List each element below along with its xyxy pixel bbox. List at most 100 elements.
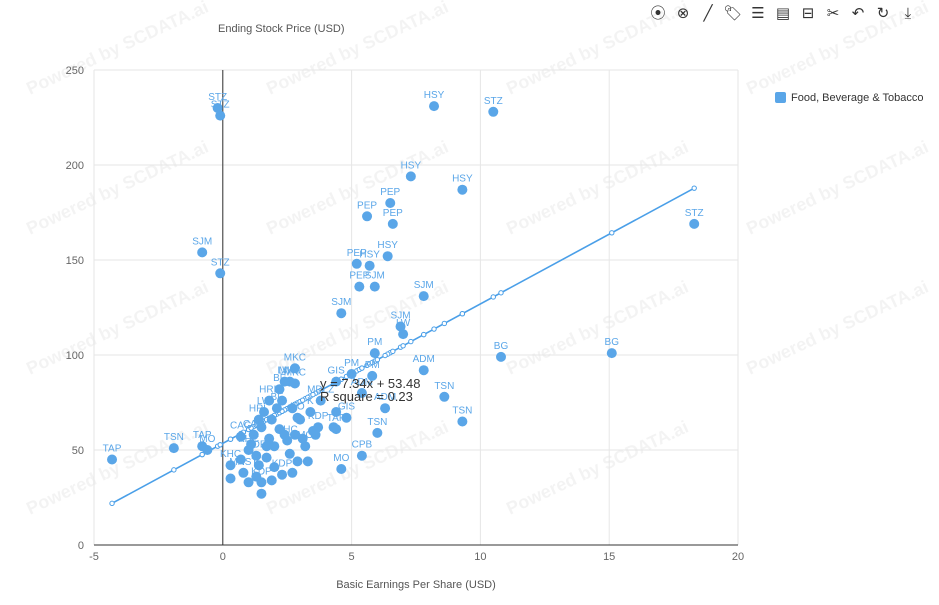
data-point[interactable]	[356, 450, 367, 461]
trend-marker	[441, 320, 448, 327]
data-point[interactable]	[429, 101, 440, 112]
data-point[interactable]	[264, 395, 275, 406]
data-point[interactable]	[248, 429, 259, 440]
data-point[interactable]	[251, 450, 262, 461]
watermark-text: Powered by SCDATA.ai	[503, 0, 691, 99]
data-point[interactable]	[277, 469, 288, 480]
data-point[interactable]	[369, 281, 380, 292]
data-point[interactable]	[418, 365, 429, 376]
cut-icon[interactable]: ✂	[826, 5, 840, 22]
data-point[interactable]	[287, 467, 298, 478]
data-point[interactable]	[256, 422, 267, 433]
data-point[interactable]	[253, 460, 264, 471]
legend[interactable]: Food, Beverage & Tobacco	[775, 92, 924, 104]
data-point[interactable]	[496, 351, 507, 362]
data-point[interactable]	[341, 412, 352, 423]
data-point[interactable]	[302, 456, 313, 467]
data-point[interactable]	[315, 395, 326, 406]
data-point[interactable]	[259, 407, 270, 417]
data-point[interactable]	[284, 448, 295, 459]
data-point[interactable]	[395, 321, 406, 332]
bookmark-icon[interactable]: ⊟	[801, 5, 815, 22]
data-point[interactable]	[380, 403, 391, 414]
data-point[interactable]	[439, 391, 450, 402]
data-point[interactable]	[336, 464, 347, 474]
data-point[interactable]	[387, 218, 398, 229]
data-point[interactable]	[253, 414, 264, 425]
data-point[interactable]	[215, 268, 226, 279]
data-point[interactable]	[305, 407, 316, 417]
data-point[interactable]	[274, 384, 285, 395]
data-point[interactable]	[264, 433, 275, 444]
data-point[interactable]	[297, 433, 308, 444]
data-point[interactable]	[367, 370, 378, 381]
data-point[interactable]	[277, 395, 288, 406]
data-point[interactable]	[261, 452, 272, 463]
data-point[interactable]	[346, 369, 357, 379]
data-point[interactable]	[168, 443, 179, 454]
data-point[interactable]	[235, 431, 246, 442]
data-point[interactable]	[289, 429, 300, 440]
data-point[interactable]	[287, 403, 298, 414]
data-point[interactable]	[279, 376, 290, 387]
draw-line-icon[interactable]: ╱	[703, 5, 713, 22]
data-point[interactable]	[256, 488, 267, 499]
restore-icon[interactable]: ⦿	[650, 5, 666, 22]
data-point[interactable]	[225, 473, 236, 484]
data-point[interactable]	[246, 439, 257, 450]
data-point[interactable]	[269, 441, 280, 452]
data-point[interactable]	[382, 251, 393, 262]
data-point[interactable]	[362, 211, 373, 222]
data-point[interactable]	[212, 103, 223, 113]
data-point[interactable]	[372, 427, 383, 438]
comment-icon[interactable]: ▤	[775, 5, 791, 22]
trend-marker	[431, 326, 437, 332]
data-point[interactable]	[243, 477, 254, 488]
data-point[interactable]	[457, 416, 468, 427]
data-point[interactable]	[356, 388, 367, 398]
data-point[interactable]	[369, 348, 380, 359]
data-point[interactable]	[289, 363, 300, 374]
data-point[interactable]	[225, 460, 236, 471]
data-point[interactable]	[331, 376, 342, 387]
data-point[interactable]	[202, 445, 213, 455]
data-point[interactable]	[215, 110, 226, 121]
clear-icon[interactable]: ⊗	[676, 5, 690, 22]
data-point[interactable]	[269, 462, 280, 473]
undo-icon[interactable]: ↶	[851, 5, 865, 22]
data-point[interactable]	[266, 475, 277, 486]
download-icon[interactable]: ⤓	[904, 5, 912, 22]
data-point[interactable]	[238, 467, 249, 478]
data-point[interactable]	[266, 414, 277, 425]
data-point[interactable]	[251, 471, 262, 482]
watermark-text: Powered by SCDATA.ai	[503, 417, 691, 519]
data-point[interactable]	[107, 454, 118, 465]
data-point[interactable]	[398, 329, 409, 340]
data-point[interactable]	[364, 260, 375, 271]
data-point[interactable]	[295, 414, 306, 425]
data-point[interactable]	[261, 441, 272, 452]
data-point[interactable]	[197, 247, 208, 258]
data-view-icon[interactable]: ☰	[751, 5, 765, 22]
data-point[interactable]	[351, 258, 362, 269]
data-point[interactable]	[300, 441, 311, 452]
data-point[interactable]	[689, 218, 700, 229]
data-point[interactable]	[328, 422, 339, 433]
data-point[interactable]	[289, 378, 300, 389]
data-point[interactable]	[331, 407, 342, 417]
refresh-icon[interactable]: ↻	[876, 5, 890, 22]
tag-icon[interactable]: 🏷	[723, 5, 743, 22]
data-point[interactable]	[279, 429, 290, 440]
data-point[interactable]	[418, 291, 429, 302]
data-point[interactable]	[385, 198, 396, 208]
data-point[interactable]	[354, 281, 365, 292]
data-point[interactable]	[307, 426, 318, 436]
data-point[interactable]	[488, 106, 499, 117]
data-point[interactable]	[457, 184, 468, 195]
data-point[interactable]	[405, 171, 416, 182]
data-point[interactable]	[336, 308, 347, 319]
data-point[interactable]	[292, 456, 303, 467]
data-point[interactable]	[606, 348, 617, 359]
data-point[interactable]	[271, 403, 282, 414]
data-point[interactable]	[235, 454, 246, 465]
